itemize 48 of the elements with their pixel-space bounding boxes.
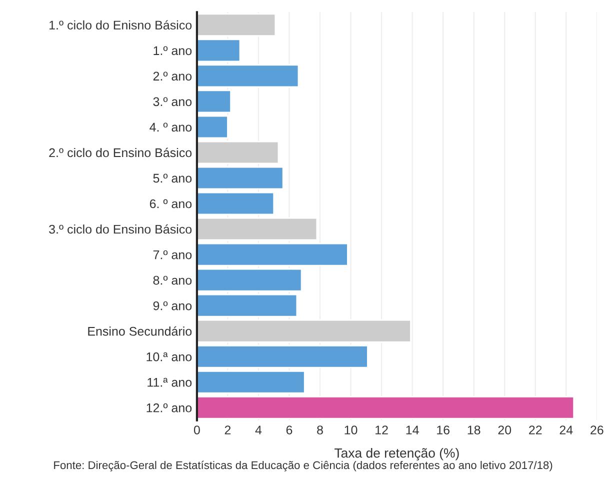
x-axis-title: Taxa de retenção (%) — [334, 448, 459, 460]
source-note: Fonte: Direção-Geral de Estatísticas da Educação e Ciência (dados referentes ao ano letivo 2017/18) — [54, 460, 552, 472]
x-tick-label: 22 — [529, 426, 542, 434]
x-tick-label: 6 — [286, 426, 292, 434]
bar — [196, 166, 284, 190]
bar — [196, 115, 228, 139]
y-tick-label: 4. º ano — [150, 122, 192, 132]
bar — [196, 294, 298, 318]
y-tick-label: 8.º ano — [153, 276, 192, 285]
x-tick-label: 8 — [317, 426, 323, 434]
bar — [196, 217, 318, 241]
bar — [196, 370, 306, 394]
x-tick-label: 2 — [224, 426, 231, 434]
bar — [196, 319, 412, 343]
bar — [196, 90, 232, 114]
x-tick-label: 4 — [255, 426, 262, 434]
y-tick-label: 9.º ano — [153, 301, 192, 310]
bar — [196, 396, 575, 420]
bar — [196, 268, 302, 292]
y-tick-label: 6. º ano — [150, 199, 192, 208]
y-tick-label: 1.º ciclo do Enisno Básico — [50, 20, 192, 30]
x-tick-label: 20 — [498, 426, 512, 434]
bar — [196, 242, 348, 266]
y-tick-label: 10.ª ano — [146, 352, 192, 362]
bar — [196, 344, 368, 368]
x-tick-label: 14 — [406, 426, 419, 434]
y-tick-label: 3.º ano — [153, 97, 192, 106]
x-tick-label: 26 — [590, 426, 604, 434]
y-tick-label: 7.º ano — [153, 250, 192, 260]
y-tick-label: 1.º ano — [154, 46, 192, 56]
y-tick-label: 3.º ciclo do Ensino Básico — [49, 224, 192, 234]
x-tick-label: 10 — [344, 426, 358, 434]
y-tick-label: 12.º ano — [146, 403, 192, 412]
y-tick-label: 2.º ano — [153, 72, 192, 81]
x-tick-label: 16 — [437, 426, 450, 434]
bar — [196, 38, 241, 62]
bar — [196, 192, 275, 216]
x-tick-label: 12 — [376, 426, 388, 434]
x-tick-label: 0 — [194, 426, 200, 434]
bar — [196, 140, 280, 164]
bar — [196, 13, 276, 37]
y-tick-label: 11.ª ano — [148, 378, 192, 387]
y-tick-label: 5.º ano — [153, 174, 192, 183]
bar — [196, 64, 300, 88]
y-tick-label: 2.º ciclo do Ensino Básico — [49, 148, 192, 158]
x-tick-label: 18 — [468, 426, 480, 434]
x-tick-label: 24 — [560, 426, 573, 434]
y-tick-label: Ensino Secundário — [88, 326, 192, 336]
